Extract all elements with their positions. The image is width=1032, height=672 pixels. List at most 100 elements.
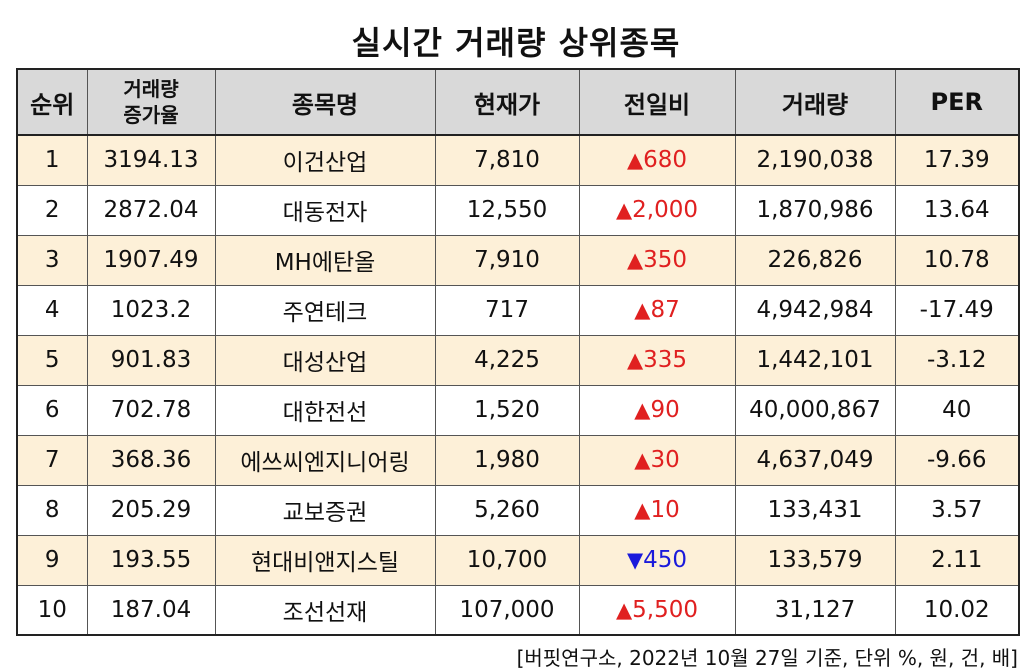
source-footnote: [버핏연구소, 2022년 10월 27일 기준, 단위 %, 원, 건, 배] — [516, 646, 1018, 670]
stock-name-cell: 이건산업 — [214, 134, 436, 186]
change-value: 2,000 — [632, 197, 698, 223]
volume-cell: 4,942,984 — [734, 284, 896, 336]
per-cell: 10.02 — [894, 584, 1020, 636]
rank-cell: 4 — [16, 284, 88, 336]
table-row: 3 1907.49 MH에탄올 7,910 ▲350 226,826 10.78 — [16, 234, 1020, 286]
change-value: 87 — [650, 297, 680, 323]
stock-name-cell: 대한전선 — [214, 384, 436, 436]
table-row: 7 368.36 에쓰씨엔지니어링 1,980 ▲30 4,637,049 -9.66 — [16, 434, 1020, 486]
volume-cell: 40,000,867 — [734, 384, 896, 436]
triangle-up-icon: ▲ — [615, 597, 633, 622]
header-volume-growth-line1: 거래량 — [123, 77, 179, 101]
stock-name-cell: 현대비앤지스틸 — [214, 534, 436, 586]
price-cell: 12,550 — [434, 184, 580, 236]
volume-cell: 4,637,049 — [734, 434, 896, 486]
price-cell: 4,225 — [434, 334, 580, 386]
change-cell: ▲335 — [578, 334, 736, 386]
volume-cell: 31,127 — [734, 584, 896, 636]
volume-cell: 133,579 — [734, 534, 896, 586]
triangle-up-icon: ▲ — [634, 398, 651, 422]
header-per: PER — [894, 68, 1020, 136]
per-cell: 17.39 — [894, 134, 1020, 186]
volume-growth-cell: 205.29 — [86, 484, 216, 536]
triangle-down-icon: ▼ — [626, 548, 644, 572]
price-cell: 10,700 — [434, 534, 580, 586]
triangle-up-icon: ▲ — [626, 248, 644, 272]
top-volume-table: 순위 거래량 증가율 종목명 현재가 전일비 거래량 PER 1 3194.13 이… — [16, 68, 1020, 636]
header-volume: 거래량 — [734, 68, 896, 136]
volume-growth-cell: 901.83 — [86, 334, 216, 386]
rank-cell: 7 — [16, 434, 88, 486]
volume-growth-cell: 368.36 — [86, 434, 216, 486]
table-row: 2 2872.04 대동전자 12,550 ▲2,000 1,870,986 13.64 — [16, 184, 1020, 236]
per-cell: 2.11 — [894, 534, 1020, 586]
page-title: 실시간 거래량 상위종목 — [351, 24, 681, 62]
change-cell: ▲5,500 — [578, 584, 736, 636]
price-cell: 1,520 — [434, 384, 580, 436]
change-cell: ▲30 — [578, 434, 736, 486]
rank-cell: 6 — [16, 384, 88, 436]
price-cell: 717 — [434, 284, 580, 336]
header-volume-growth-line2: 증가율 — [123, 103, 179, 127]
change-value: 90 — [650, 397, 680, 423]
volume-cell: 1,442,101 — [734, 334, 896, 386]
change-value: 335 — [643, 347, 688, 373]
header-volume-growth: 거래량 증가율 — [86, 68, 216, 136]
triangle-up-icon: ▲ — [634, 498, 651, 522]
rank-cell: 3 — [16, 234, 88, 286]
volume-growth-cell: 193.55 — [86, 534, 216, 586]
header-rank: 순위 — [16, 68, 88, 136]
table-row: 10 187.04 조선선재 107,000 ▲5,500 31,127 10.02 — [16, 584, 1020, 636]
volume-cell: 226,826 — [734, 234, 896, 286]
stock-name-cell: 대성산업 — [214, 334, 436, 386]
volume-cell: 133,431 — [734, 484, 896, 536]
price-cell: 5,260 — [434, 484, 580, 536]
price-cell: 1,980 — [434, 434, 580, 486]
volume-growth-cell: 187.04 — [86, 584, 216, 636]
table-row: 4 1023.2 주연테크 717 ▲87 4,942,984 -17.49 — [16, 284, 1020, 336]
volume-cell: 2,190,038 — [734, 134, 896, 186]
volume-growth-cell: 1023.2 — [86, 284, 216, 336]
change-value: 350 — [643, 247, 688, 273]
change-cell: ▲680 — [578, 134, 736, 186]
volume-growth-cell: 3194.13 — [86, 134, 216, 186]
table-row: 8 205.29 교보증권 5,260 ▲10 133,431 3.57 — [16, 484, 1020, 536]
change-cell: ▲10 — [578, 484, 736, 536]
change-value: 680 — [643, 147, 688, 174]
change-value: 450 — [643, 547, 688, 573]
per-cell: -17.49 — [894, 284, 1020, 336]
volume-growth-cell: 2872.04 — [86, 184, 216, 236]
stock-name-cell: 대동전자 — [214, 184, 436, 236]
rank-cell: 10 — [16, 584, 88, 636]
price-cell: 7,810 — [434, 134, 580, 186]
triangle-up-icon: ▲ — [626, 148, 644, 173]
price-cell: 107,000 — [434, 584, 580, 636]
change-cell: ▼450 — [578, 534, 736, 586]
rank-cell: 9 — [16, 534, 88, 586]
table-row: 5 901.83 대성산업 4,225 ▲335 1,442,101 -3.12 — [16, 334, 1020, 386]
header-name: 종목명 — [214, 68, 436, 136]
table-row: 6 702.78 대한전선 1,520 ▲90 40,000,867 40 — [16, 384, 1020, 436]
change-value: 10 — [650, 497, 680, 523]
triangle-up-icon: ▲ — [615, 198, 633, 222]
triangle-up-icon: ▲ — [626, 348, 644, 372]
triangle-up-icon: ▲ — [634, 448, 651, 472]
per-cell: 13.64 — [894, 184, 1020, 236]
stock-name-cell: 조선선재 — [214, 584, 436, 636]
header-row: 순위 거래량 증가율 종목명 현재가 전일비 거래량 PER — [16, 68, 1020, 136]
header-price: 현재가 — [434, 68, 580, 136]
per-cell: 10.78 — [894, 234, 1020, 286]
table-body: 1 3194.13 이건산업 7,810 ▲680 2,190,038 17.39 2 2872… — [16, 134, 1020, 636]
rank-cell: 2 — [16, 184, 88, 236]
header-change: 전일비 — [578, 68, 736, 136]
price-cell: 7,910 — [434, 234, 580, 286]
per-cell: -9.66 — [894, 434, 1020, 486]
change-cell: ▲2,000 — [578, 184, 736, 236]
stock-name-cell: 에쓰씨엔지니어링 — [214, 434, 436, 486]
rank-cell: 1 — [16, 134, 88, 186]
volume-growth-cell: 702.78 — [86, 384, 216, 436]
change-value: 5,500 — [632, 596, 698, 623]
per-cell: 3.57 — [894, 484, 1020, 536]
per-cell: 40 — [894, 384, 1020, 436]
triangle-up-icon: ▲ — [634, 298, 651, 322]
